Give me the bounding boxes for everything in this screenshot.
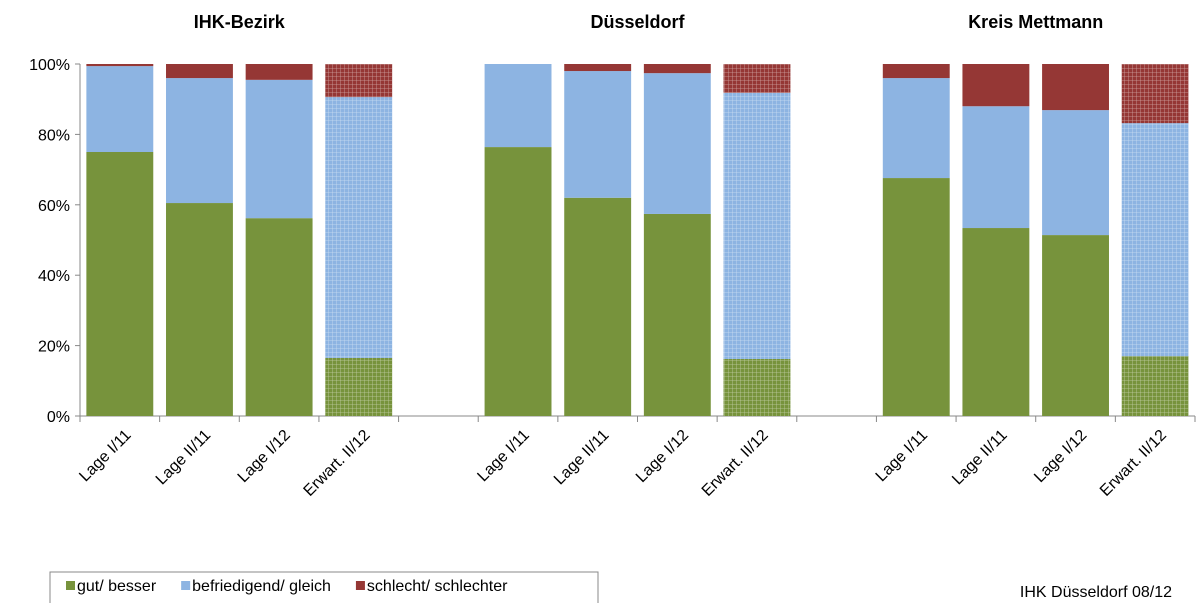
x-tick-label: Lage I/12 (235, 427, 294, 486)
bar-segment (245, 64, 313, 80)
bar-segment (484, 147, 552, 416)
y-tick-label: 80% (38, 127, 70, 144)
bar-segment (245, 79, 313, 219)
bar-segment (166, 78, 233, 204)
bar-hatch (723, 358, 791, 416)
bar-segment (962, 64, 1030, 107)
y-tick-label: 0% (47, 409, 70, 426)
legend-label: gut/ besser (77, 578, 157, 595)
x-tick-label: Lage I/12 (633, 427, 692, 486)
legend-swatch (355, 581, 365, 590)
bar-segment (643, 213, 711, 416)
source-note: IHK Düsseldorf 08/12 (1020, 584, 1172, 601)
x-tick-label: Lage I/11 (474, 427, 532, 485)
legend-swatch (66, 581, 75, 590)
y-tick-label: 60% (38, 198, 70, 215)
bar-segment (643, 64, 711, 74)
bar-segment (643, 73, 711, 214)
x-tick-label: Lage II/11 (153, 427, 215, 489)
bar-hatch (325, 97, 393, 358)
bar-hatch (325, 64, 393, 98)
legend-label: befriedigend/ gleich (192, 578, 331, 595)
x-tick-label: Lage II/11 (949, 427, 1011, 489)
group-title: IHK-Bezirk (194, 12, 286, 32)
legend-swatch (181, 581, 191, 590)
x-tick-label: Erwart. II/12 (1097, 427, 1170, 500)
bar-segment (86, 152, 154, 416)
legend-label: schlecht/ schlechter (367, 578, 508, 595)
bar-segment (962, 106, 1030, 229)
bar-segment (882, 78, 950, 179)
bar-segment (882, 178, 950, 416)
bar-segment (564, 197, 632, 416)
bar-segment (962, 228, 1030, 416)
x-tick-label: Lage II/11 (551, 427, 613, 489)
bar-hatch (1121, 356, 1189, 416)
bar-segment (564, 71, 632, 198)
bar-segment (1042, 64, 1109, 111)
bar-hatch (723, 92, 791, 359)
x-tick-label: Lage I/11 (76, 427, 134, 485)
bar-segment (564, 64, 632, 72)
y-tick-label: 100% (29, 57, 70, 74)
y-tick-label: 20% (38, 339, 70, 356)
bar-hatch (1121, 123, 1189, 357)
bar-segment (882, 64, 950, 79)
x-tick-label: Erwart. II/12 (301, 427, 374, 500)
bar-segment (166, 64, 233, 79)
x-tick-label: Lage I/11 (873, 427, 931, 485)
y-tick-label: 40% (38, 268, 70, 285)
bar-segment (1042, 110, 1109, 236)
legend-box (49, 571, 599, 603)
x-tick-label: Lage I/12 (1031, 427, 1090, 486)
bar-hatch (723, 64, 791, 93)
bar-segment (86, 66, 154, 152)
x-tick-label: Erwart. II/12 (699, 427, 772, 500)
bar-hatch (1121, 64, 1189, 124)
group-title: Düsseldorf (590, 12, 685, 32)
group-title: Kreis Mettmann (968, 12, 1103, 32)
bar-hatch (325, 357, 393, 416)
bar-segment (245, 218, 313, 416)
bar-segment (86, 64, 154, 67)
bar-segment (484, 64, 552, 148)
bar-segment (1042, 235, 1109, 416)
bar-segment (166, 203, 233, 416)
